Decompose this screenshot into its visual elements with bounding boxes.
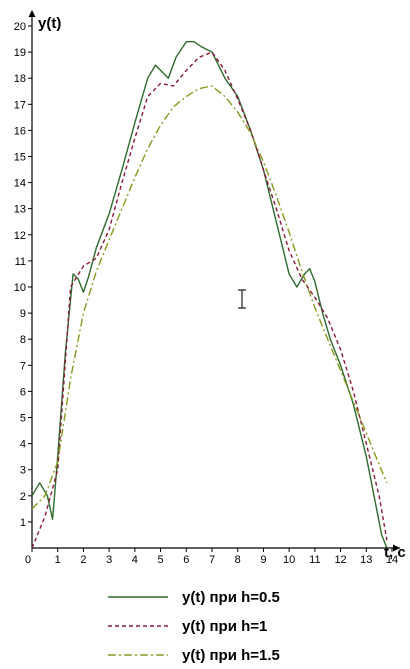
y-tick-label: 11	[15, 256, 26, 268]
legend-item-h15: y(t) при h=1.5	[108, 647, 280, 664]
x-axis-label: t, c	[384, 544, 406, 561]
y-tick-label: 17	[14, 99, 26, 111]
y-tick-label: 20	[14, 21, 26, 33]
y-tick-label: 6	[20, 386, 26, 398]
series-line-0	[31, 41, 388, 549]
x-tick-label: 4	[132, 554, 138, 566]
x-axis-arrow	[393, 544, 400, 552]
x-tick-label: 14	[386, 554, 398, 566]
x-tick-label: 3	[106, 554, 112, 566]
y-tick-label: 9	[20, 308, 26, 320]
x-tick-label: 2	[80, 554, 86, 566]
legend-label-h05: y(t) при h=0.5	[182, 589, 280, 606]
y-tick-label: 2	[20, 491, 26, 503]
y-tick-label: 12	[14, 230, 26, 242]
y-tick-label: 3	[20, 465, 26, 477]
y-tick-label: 8	[20, 334, 26, 346]
text-cursor-icon	[238, 289, 246, 309]
y-tick-label: 19	[14, 47, 26, 59]
legend: y(t) при h=0.5 y(t) при h=1 y(t) при h=1…	[108, 589, 280, 664]
y-tick-label: 4	[20, 439, 26, 451]
y-tick-label: 10	[14, 282, 26, 294]
x-tick-label: 6	[183, 554, 189, 566]
x-tick-label: 12	[334, 554, 346, 566]
legend-item-h05: y(t) при h=0.5	[108, 589, 280, 606]
series-line-2	[31, 85, 388, 510]
y-tick-label: 15	[14, 152, 26, 164]
x-tick-label: 1	[55, 554, 61, 566]
y-tick-label: 18	[14, 73, 26, 85]
y-tick-label: 7	[20, 360, 26, 372]
x-tick-label: 8	[235, 554, 241, 566]
x-tick-label: 9	[260, 554, 266, 566]
series-lines	[31, 41, 388, 549]
y-axis-label: y(t)	[38, 15, 61, 32]
y-tick-label: 1	[20, 517, 26, 529]
axes	[28, 10, 400, 552]
x-tick-label: 11	[309, 554, 320, 566]
x-tick-label: 10	[283, 554, 295, 566]
y-axis-arrow	[28, 10, 36, 17]
legend-label-h15: y(t) при h=1.5	[182, 647, 280, 664]
legend-item-h1: y(t) при h=1	[108, 618, 267, 635]
x-tick-label: 5	[158, 554, 164, 566]
x-tick-label: 13	[360, 554, 372, 566]
y-tick-label: 16	[14, 125, 26, 137]
y-tick-label: 14	[14, 178, 26, 190]
series-line-1	[31, 51, 388, 549]
x-tick-label: 0	[25, 554, 31, 566]
x-tick-label: 7	[209, 554, 215, 566]
legend-label-h1: y(t) при h=1	[182, 618, 267, 635]
y-tick-label: 13	[14, 204, 26, 216]
y-tick-label: 5	[20, 413, 26, 425]
x-tick-labels: 0 1 2 3 4 5 6 7 8 9 10 11 12 13 14	[25, 548, 398, 566]
